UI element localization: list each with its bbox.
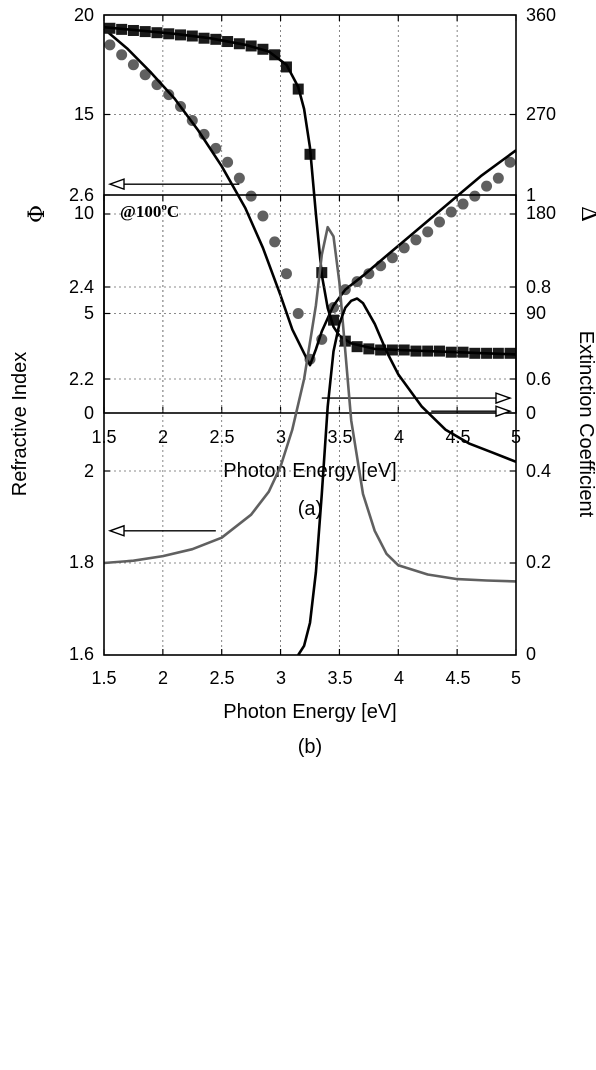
panel-a-series-0-point [269, 236, 281, 248]
panel-b-temperature-annotation: @100oC [120, 201, 179, 221]
panel-a-series-0-point [292, 308, 304, 319]
panel-b-grid [103, 194, 517, 656]
panel-a-series-0-point [422, 226, 434, 238]
panel-a-series-0-point [445, 206, 457, 218]
panel-b-frame [103, 194, 517, 656]
panel-a-y2-tick-label: 270 [526, 104, 556, 124]
panel-a-series-0-point [280, 268, 292, 280]
panel-a-series-0-point [363, 268, 375, 280]
panel-a-arrow-head [107, 178, 125, 191]
panel-a-caption: (a) [298, 498, 322, 520]
panel-a-series-0-point [492, 172, 504, 184]
panel-a-y2-tick-label: 180 [526, 203, 556, 223]
panel-b-arrow-head [495, 405, 513, 418]
panel-a-series-0-point [433, 216, 445, 228]
panel-a-series-0-point [457, 198, 469, 210]
annotation-sup: o [161, 201, 167, 213]
panel-b-y2-tick-label: 0.6 [526, 369, 551, 389]
panel-b-chart: 1.5 2 2.5 3 3.5 4 4.5 5 1.6 1.8 2 2.2 2.… [9, 185, 596, 758]
panel-a-series [103, 22, 517, 367]
panel-a-series-0-point [233, 172, 245, 184]
annotation-unit: C [167, 202, 179, 221]
panel-b-series-0-line [103, 225, 517, 583]
panel-b-y2-tick-label: 0.8 [526, 277, 551, 297]
panel-a-series-0-point [504, 156, 516, 168]
panel-b-y-tick-label: 1.6 [69, 644, 94, 664]
panel-a-chart: 1.5 2 2.5 3 3.5 4 4.5 5 0 5 10 15 20 0 9… [25, 5, 596, 520]
panel-a-series-0-point [139, 69, 151, 81]
panel-b-x-tick-label: 2.5 [209, 668, 234, 688]
panel-a-arrow-head [495, 392, 513, 405]
panel-a-series-0-point [116, 49, 128, 61]
panel-b-y2-tick-label: 0 [526, 644, 536, 664]
panel-a-x-tick-label: 4 [394, 427, 404, 447]
panel-b-y-tick-label: 2.2 [69, 369, 94, 389]
panel-b-y-tick-label: 2.4 [69, 277, 94, 297]
panel-a-y-tick-label: 5 [84, 303, 94, 323]
panel-b-series [103, 225, 517, 656]
panel-b-y-tick-label: 1.8 [69, 552, 94, 572]
panel-b-x-tick-label: 5 [511, 668, 521, 688]
panel-b-arrow-head [107, 524, 125, 537]
panel-a-series-0-point [469, 190, 481, 202]
panel-a-y2-tick-label: 360 [526, 5, 556, 25]
panel-b-y2-tick-label: 1 [526, 185, 536, 205]
panel-b-x-tick-labels: 1.5 2 2.5 3 3.5 4 4.5 5 [91, 668, 521, 688]
panel-a-series-0-point [245, 190, 257, 202]
panel-a-y-tick-labels: 0 5 10 15 20 [74, 5, 94, 423]
panel-b-x-tick-label: 3 [276, 668, 286, 688]
panel-a-series-0-point [104, 39, 116, 51]
panel-a-y2-tick-label: 90 [526, 303, 546, 323]
panel-a-series-0-point [481, 180, 493, 192]
panel-a-y-tick-label: 15 [74, 104, 94, 124]
panel-a-y-tick-label: 0 [84, 403, 94, 423]
panel-a-y-tick-label: 10 [74, 203, 94, 223]
panel-a-series-0-point [410, 234, 422, 246]
annotation-main: @100 [120, 202, 161, 221]
panel-a-y2-tick-labels: 0 90 180 270 360 [526, 5, 556, 423]
panel-b-y-tick-labels: 1.6 1.8 2 2.2 2.4 2.6 [69, 185, 94, 664]
panel-a-y-axis-label: Φ [25, 205, 50, 223]
panel-b-x-tick-label: 1.5 [91, 668, 116, 688]
panel-a-series-3-line [103, 25, 517, 356]
panel-b-arrows [107, 405, 513, 537]
panel-a-series-2-point [328, 314, 340, 326]
panel-a-series-1-line [103, 27, 517, 367]
panel-a-series-2-point [363, 343, 375, 355]
panel-b-y2-tick-label: 0.2 [526, 552, 551, 572]
panel-a-series-0-point [222, 156, 234, 168]
panel-b-y-tick-label: 2.6 [69, 185, 94, 205]
panel-b-series-1-line [297, 297, 517, 656]
panel-a-y2-axis-label: Δ [576, 206, 596, 222]
panel-a-series-0-point [127, 59, 139, 71]
panel-b-x-axis-label: Photon Energy [eV] [223, 701, 396, 723]
panel-a-series-0-point [398, 242, 410, 254]
panel-b-x-tick-label: 4.5 [445, 668, 470, 688]
panel-b-caption: (b) [298, 736, 322, 758]
panel-b-y2-tick-label: 0.4 [526, 461, 551, 481]
panel-a-series-0-point [257, 210, 269, 222]
panel-a-x-tick-label: 3 [276, 427, 286, 447]
panel-a-y2-tick-label: 0 [526, 403, 536, 423]
panel-b-x-tick-label: 4 [394, 668, 404, 688]
panel-b-x-tick-label: 3.5 [327, 668, 352, 688]
panel-a-series-2-point [351, 341, 363, 353]
panel-b-y2-axis-label: Extinction Coefficient [575, 331, 596, 518]
panel-a-series-0-point [386, 252, 398, 264]
panel-b-y-tick-label: 2 [84, 461, 94, 481]
panel-a-series-0-point [163, 89, 175, 101]
panel-b-y2-tick-labels: 0 0.2 0.4 0.6 0.8 1 [526, 185, 551, 664]
panel-a-y-tick-label: 20 [74, 5, 94, 25]
panel-b-x-tick-label: 2 [158, 668, 168, 688]
panel-b-y-axis-label: Refractive Index [9, 352, 31, 497]
panel-a-x-tick-label: 3.5 [327, 427, 352, 447]
